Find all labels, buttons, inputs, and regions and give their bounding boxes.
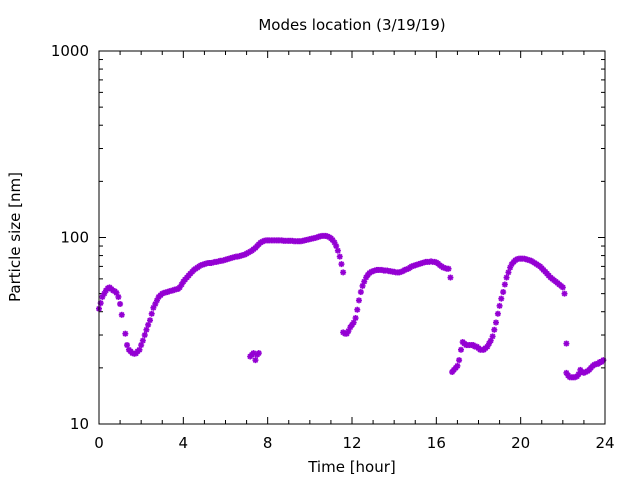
data-point bbox=[334, 247, 341, 254]
data-point bbox=[563, 340, 570, 347]
y-tick-label: 100 bbox=[60, 229, 89, 247]
data-point bbox=[355, 297, 362, 304]
data-point bbox=[252, 357, 259, 364]
data-point bbox=[255, 350, 262, 357]
x-tick-label: 12 bbox=[342, 434, 361, 452]
axis-ticks: 0 4 8 12 16 20 24 10 100 1000 bbox=[51, 42, 615, 452]
data-point bbox=[494, 310, 501, 317]
data-point bbox=[250, 350, 257, 357]
data-point bbox=[118, 311, 125, 318]
data-point bbox=[147, 317, 154, 324]
data-point bbox=[145, 321, 152, 328]
y-tick-label: 1000 bbox=[51, 42, 89, 60]
data-point bbox=[559, 284, 566, 291]
x-tick-label: 16 bbox=[427, 434, 446, 452]
data-point bbox=[117, 300, 124, 307]
x-tick-label: 4 bbox=[179, 434, 189, 452]
data-point bbox=[456, 357, 463, 364]
data-point bbox=[336, 253, 343, 260]
data-point bbox=[148, 310, 155, 317]
data-point bbox=[122, 330, 129, 337]
data-point bbox=[454, 362, 461, 369]
plot-frame bbox=[98, 50, 606, 425]
x-tick-label: 0 bbox=[94, 434, 104, 452]
data-point bbox=[141, 332, 148, 339]
y-tick-label: 10 bbox=[70, 415, 89, 433]
data-point bbox=[500, 289, 507, 296]
data-point bbox=[492, 319, 499, 326]
chart-title: Modes location (3/19/19) bbox=[258, 16, 445, 34]
data-point bbox=[139, 337, 146, 344]
data-point bbox=[458, 346, 465, 353]
x-tick-label: 20 bbox=[511, 434, 530, 452]
x-tick-label: 8 bbox=[263, 434, 273, 452]
data-points bbox=[96, 232, 607, 381]
data-point bbox=[503, 274, 510, 281]
data-point bbox=[354, 306, 361, 313]
data-point bbox=[445, 265, 452, 272]
data-point bbox=[496, 302, 503, 309]
data-point bbox=[143, 326, 150, 333]
data-point bbox=[498, 295, 505, 302]
data-point bbox=[352, 315, 359, 322]
x-tick-label: 24 bbox=[595, 434, 614, 452]
data-point bbox=[501, 281, 508, 288]
data-point bbox=[357, 289, 364, 296]
data-point bbox=[491, 326, 498, 333]
data-point bbox=[124, 342, 131, 349]
data-point bbox=[505, 269, 512, 276]
data-point bbox=[99, 293, 106, 300]
data-point bbox=[338, 261, 345, 268]
data-point bbox=[561, 290, 568, 297]
data-point bbox=[489, 333, 496, 340]
x-axis-label: Time [hour] bbox=[307, 458, 396, 476]
y-axis-label: Particle size [nm] bbox=[6, 172, 24, 302]
data-point bbox=[447, 274, 454, 281]
data-point bbox=[136, 346, 143, 353]
data-point bbox=[340, 269, 347, 276]
data-point bbox=[115, 293, 122, 300]
